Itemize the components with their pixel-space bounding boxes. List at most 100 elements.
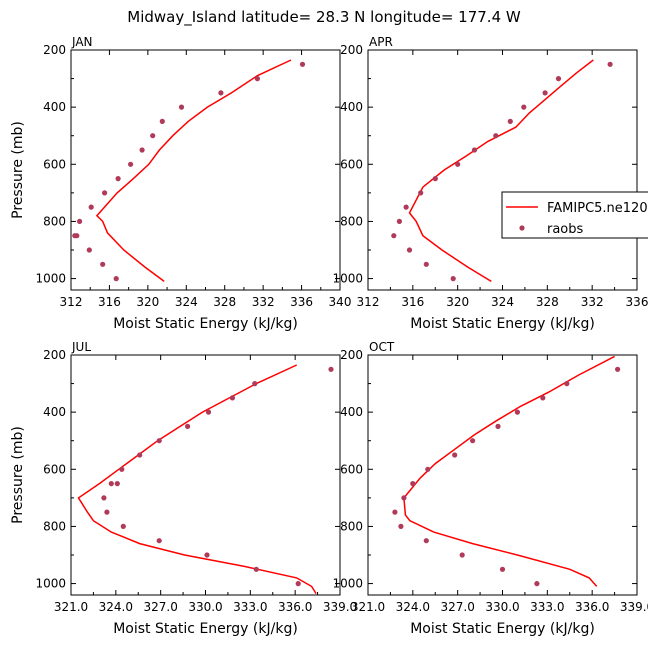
raobs-point: [119, 466, 125, 472]
x-tick-label: 332: [252, 295, 275, 309]
x-tick-label: 339.0: [620, 600, 648, 614]
raobs-point: [101, 495, 107, 501]
raobs-point: [564, 381, 570, 387]
y-tick-label: 600: [340, 462, 363, 476]
raobs-point: [100, 261, 106, 267]
raobs-point: [185, 423, 191, 429]
x-tick-label: 336.0: [575, 600, 609, 614]
raobs-point: [113, 276, 119, 282]
raobs-point: [115, 176, 121, 182]
x-tick-label: 312: [357, 295, 380, 309]
x-tick-label: 333.0: [530, 600, 564, 614]
raobs-point: [534, 581, 540, 587]
y-tick-label: 200: [43, 43, 66, 57]
x-tick-label: 328: [213, 295, 236, 309]
y-tick-label: 800: [43, 519, 66, 533]
raobs-point: [418, 190, 424, 196]
raobs-point: [159, 118, 165, 124]
raobs-point: [423, 538, 429, 544]
panel-title: OCT: [369, 340, 395, 354]
panel-title: APR: [369, 35, 393, 49]
y-tick-label: 400: [340, 100, 363, 114]
y-tick-label: 600: [340, 157, 363, 171]
raobs-point: [507, 118, 513, 124]
x-tick-label: 324.0: [396, 600, 430, 614]
x-tick-label: 339.0: [323, 600, 357, 614]
x-tick-label: 324: [175, 295, 198, 309]
panel-apr: 312 316 320 324 328 332 336 200 400 600 800 1000 APR…: [332, 35, 648, 332]
raobs-point: [295, 581, 301, 587]
raobs-point: [204, 552, 210, 558]
raobs-point: [392, 509, 398, 515]
x-axis-label: Moist Static Energy (kJ/kg): [410, 316, 595, 332]
y-tick-label: 400: [340, 405, 363, 419]
x-tick-label: 336: [290, 295, 313, 309]
y-tick-label: 1000: [332, 577, 363, 591]
x-tick-label: 316: [401, 295, 424, 309]
raobs-point: [410, 481, 416, 487]
model-profile-line: [403, 355, 615, 587]
raobs-point: [108, 481, 114, 487]
x-tick-label: 330.0: [485, 600, 519, 614]
y-tick-label: 1000: [35, 577, 66, 591]
raobs-point: [218, 90, 224, 96]
x-tick-label: 328: [536, 295, 559, 309]
x-tick-label: 320: [446, 295, 469, 309]
raobs-point: [403, 204, 409, 210]
panel-title: JAN: [71, 35, 93, 49]
panel-jul: 321.0 324.0 327.0 330.0 333.0 336.0 339.0 200 40…: [10, 340, 357, 637]
x-axis-label: Moist Static Energy (kJ/kg): [113, 621, 298, 637]
raobs-point: [137, 452, 143, 458]
raobs-point: [139, 147, 145, 153]
raobs-point: [72, 233, 78, 239]
raobs-point: [615, 366, 621, 372]
raobs-point: [178, 104, 185, 110]
x-tick-label: 327.0: [143, 600, 177, 614]
figure-title: Midway_Island latitude= 28.3 N longitude…: [127, 8, 521, 27]
raobs-point: [401, 495, 407, 501]
raobs-point: [86, 247, 92, 253]
raobs-point: [114, 481, 120, 487]
x-tick-label: 332: [581, 295, 604, 309]
raobs-point: [471, 147, 478, 153]
y-axis-label: Pressure (mb): [10, 121, 26, 219]
x-tick-label: 333.0: [233, 600, 267, 614]
plot-frame: [70, 49, 341, 291]
raobs-point: [542, 90, 548, 96]
raobs-point: [432, 176, 438, 182]
raobs-point: [459, 552, 465, 558]
raobs-point: [607, 61, 613, 67]
raobs-point: [495, 423, 501, 429]
y-tick-label: 400: [43, 405, 66, 419]
raobs-point: [299, 61, 306, 67]
raobs-point: [470, 438, 476, 444]
raobs-point: [205, 409, 212, 415]
y-tick-label: 800: [340, 214, 363, 228]
raobs-point: [253, 566, 259, 572]
raobs-point: [514, 409, 521, 415]
model-profile-line: [77, 364, 317, 594]
y-tick-label: 600: [43, 157, 66, 171]
raobs-point: [396, 218, 402, 224]
x-axis-label: Moist Static Energy (kJ/kg): [113, 316, 298, 332]
raobs-point: [452, 452, 458, 458]
raobs-point: [455, 161, 461, 167]
raobs-point: [156, 438, 162, 444]
x-tick-label: 336.0: [278, 600, 312, 614]
legend: FAMIPC5.ne120. raobs: [501, 191, 648, 239]
raobs-point: [521, 104, 527, 110]
x-tick-label: 324: [491, 295, 514, 309]
legend-box: [501, 191, 648, 239]
x-tick-label: 321.0: [54, 600, 88, 614]
y-axis-label: Pressure (mb): [10, 426, 26, 524]
panel-jan: 312 316 320 324 328 332 336 340 200 400 600 800 1000…: [10, 35, 351, 332]
raobs-point: [328, 366, 334, 372]
raobs-point: [77, 218, 83, 224]
x-tick-label: 316: [98, 295, 121, 309]
y-tick-label: 400: [43, 100, 66, 114]
x-tick-label: 312: [60, 295, 83, 309]
raobs-point: [540, 395, 546, 401]
raobs-point: [120, 523, 126, 530]
y-tick-label: 200: [340, 43, 363, 57]
